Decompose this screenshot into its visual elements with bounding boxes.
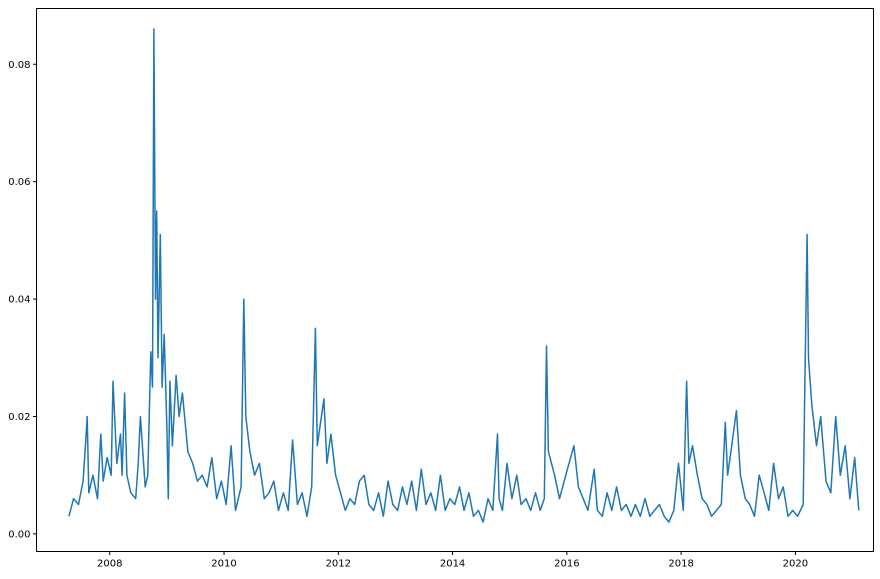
x-tick-label: 2014 — [440, 559, 465, 570]
x-tick-label: 2018 — [668, 559, 693, 570]
y-tick-label: 0.04 — [8, 295, 30, 306]
x-tick-label: 2010 — [211, 559, 236, 570]
plot-frame — [36, 8, 874, 552]
y-tick-label: 0.00 — [8, 529, 30, 540]
x-tick-label: 2020 — [783, 559, 808, 570]
x-tick-label: 2008 — [97, 559, 122, 570]
y-tick-label: 0.08 — [8, 60, 30, 71]
y-tick-label: 0.06 — [8, 177, 30, 188]
x-tick-label: 2012 — [326, 559, 351, 570]
y-axis: 0.00 0.02 0.04 0.06 0.08 — [8, 60, 37, 540]
x-tick-label: 2016 — [554, 559, 579, 570]
x-axis: 2008 2010 2012 2014 2016 2018 2020 — [97, 551, 808, 570]
y-tick-label: 0.02 — [8, 412, 30, 423]
series-line — [68, 28, 860, 523]
